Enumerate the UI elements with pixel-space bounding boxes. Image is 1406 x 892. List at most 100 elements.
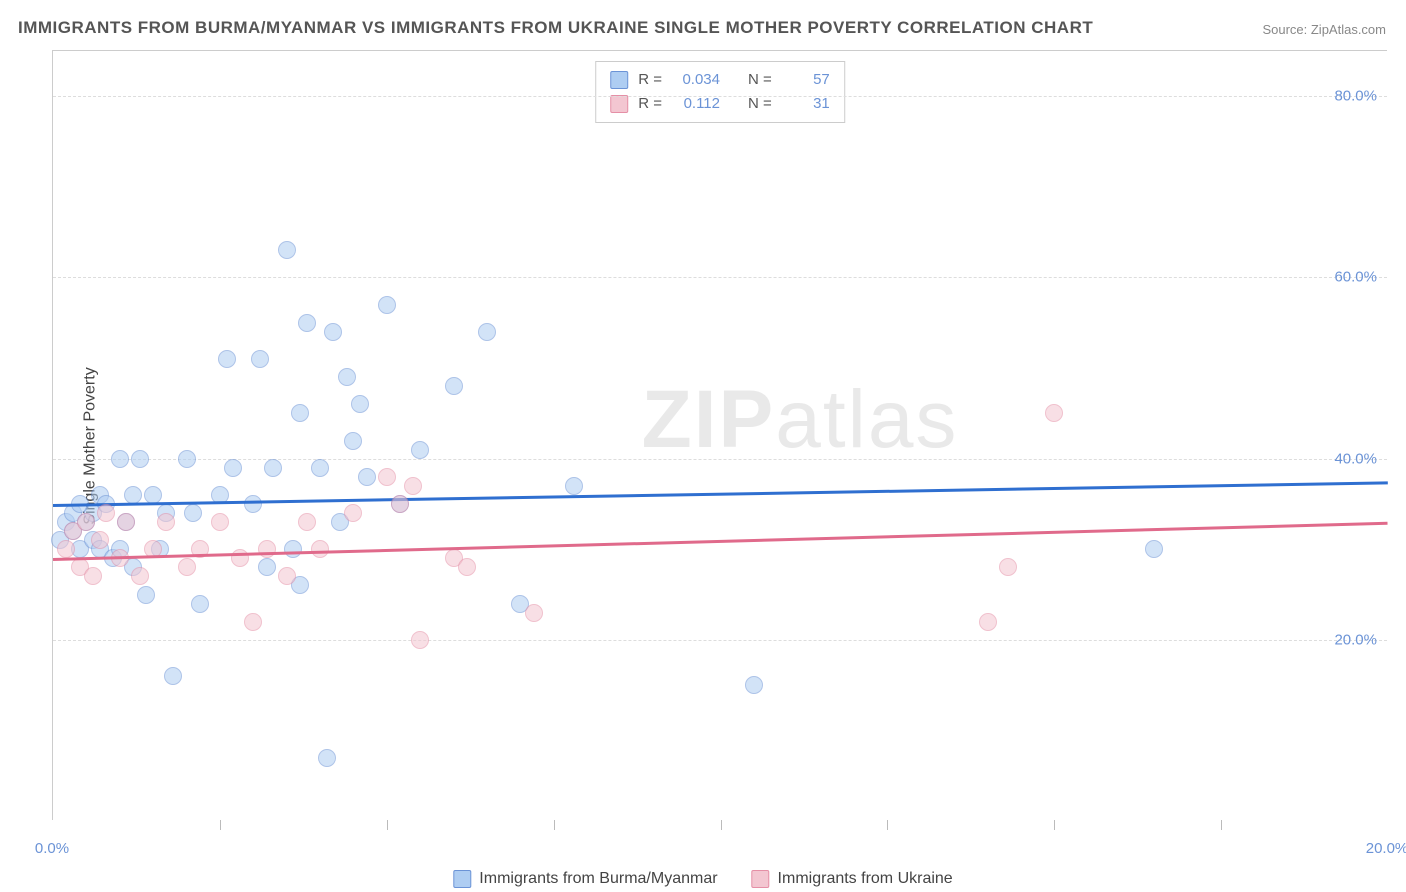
- gridline-h: [53, 459, 1387, 460]
- watermark: ZIPatlas: [642, 373, 959, 467]
- data-point: [458, 558, 476, 576]
- gridline-h: [53, 640, 1387, 641]
- legend-stat-row: R = 0.034 N = 57: [610, 68, 830, 92]
- data-point: [218, 350, 236, 368]
- data-point: [565, 477, 583, 495]
- plot-area: ZIPatlas R =0.034N =57R =0.112N =31 20.0…: [52, 50, 1387, 820]
- trend-line: [53, 522, 1388, 561]
- data-point: [298, 513, 316, 531]
- legend-swatch: [752, 870, 770, 888]
- data-point: [137, 586, 155, 604]
- x-tick: [554, 820, 555, 830]
- y-tick-label: 40.0%: [1334, 450, 1377, 467]
- data-point: [979, 613, 997, 631]
- legend-stats: R =0.034N =57R =0.112N =31: [595, 61, 845, 123]
- data-point: [77, 513, 95, 531]
- data-point: [1145, 540, 1163, 558]
- source-prefix: Source:: [1262, 22, 1310, 37]
- data-point: [404, 477, 422, 495]
- legend-series: Immigrants from Burma/Myanmar Immigrants …: [453, 870, 952, 888]
- x-tick: [721, 820, 722, 830]
- data-point: [745, 676, 763, 694]
- stat-n-value: 57: [782, 68, 830, 92]
- x-tick: [1054, 820, 1055, 830]
- gridline-h: [53, 277, 1387, 278]
- data-point: [251, 350, 269, 368]
- x-tick-label: 0.0%: [35, 840, 69, 857]
- data-point: [291, 404, 309, 422]
- data-point: [311, 540, 329, 558]
- data-point: [311, 459, 329, 477]
- data-point: [258, 558, 276, 576]
- y-tick-label: 20.0%: [1334, 631, 1377, 648]
- data-point: [258, 540, 276, 558]
- x-tick: [220, 820, 221, 830]
- watermark-zip: ZIP: [642, 374, 776, 465]
- stat-r-value: 0.034: [672, 68, 720, 92]
- data-point: [91, 531, 109, 549]
- data-point: [117, 513, 135, 531]
- data-point: [178, 450, 196, 468]
- data-point: [157, 513, 175, 531]
- data-point: [324, 323, 342, 341]
- data-point: [264, 459, 282, 477]
- y-tick-label: 60.0%: [1334, 269, 1377, 286]
- x-tick: [887, 820, 888, 830]
- gridline-h: [53, 96, 1387, 97]
- data-point: [445, 377, 463, 395]
- data-point: [338, 368, 356, 386]
- x-tick: [387, 820, 388, 830]
- data-point: [164, 667, 182, 685]
- chart-title: IMMIGRANTS FROM BURMA/MYANMAR VS IMMIGRA…: [18, 18, 1093, 38]
- data-point: [178, 558, 196, 576]
- data-point: [411, 631, 429, 649]
- watermark-atlas: atlas: [775, 374, 958, 465]
- data-point: [278, 567, 296, 585]
- data-point: [111, 450, 129, 468]
- data-point: [351, 395, 369, 413]
- legend-swatch: [453, 870, 471, 888]
- x-tick: [1221, 820, 1222, 830]
- legend-label: Immigrants from Ukraine: [778, 870, 953, 888]
- data-point: [999, 558, 1017, 576]
- trend-line: [53, 481, 1388, 506]
- data-point: [344, 504, 362, 522]
- source-name: ZipAtlas.com: [1311, 22, 1386, 37]
- data-point: [344, 432, 362, 450]
- data-point: [184, 504, 202, 522]
- data-point: [244, 613, 262, 631]
- data-point: [144, 486, 162, 504]
- x-tick-label: 20.0%: [1366, 840, 1406, 857]
- data-point: [84, 567, 102, 585]
- source-credit: Source: ZipAtlas.com: [1262, 22, 1386, 37]
- data-point: [411, 441, 429, 459]
- data-point: [298, 314, 316, 332]
- legend-item: Immigrants from Ukraine: [752, 870, 953, 888]
- legend-swatch: [610, 71, 628, 89]
- stat-n-label: N =: [748, 68, 772, 92]
- data-point: [97, 504, 115, 522]
- data-point: [1045, 404, 1063, 422]
- data-point: [284, 540, 302, 558]
- legend-label: Immigrants from Burma/Myanmar: [479, 870, 717, 888]
- data-point: [124, 486, 142, 504]
- data-point: [478, 323, 496, 341]
- stat-r-label: R =: [638, 68, 662, 92]
- data-point: [358, 468, 376, 486]
- data-point: [391, 495, 409, 513]
- data-point: [278, 241, 296, 259]
- data-point: [131, 567, 149, 585]
- data-point: [191, 595, 209, 613]
- data-point: [378, 296, 396, 314]
- y-tick-label: 80.0%: [1334, 88, 1377, 105]
- data-point: [378, 468, 396, 486]
- data-point: [318, 749, 336, 767]
- data-point: [244, 495, 262, 513]
- data-point: [224, 459, 242, 477]
- data-point: [131, 450, 149, 468]
- data-point: [57, 540, 75, 558]
- data-point: [211, 513, 229, 531]
- legend-item: Immigrants from Burma/Myanmar: [453, 870, 717, 888]
- legend-swatch: [610, 95, 628, 113]
- data-point: [525, 604, 543, 622]
